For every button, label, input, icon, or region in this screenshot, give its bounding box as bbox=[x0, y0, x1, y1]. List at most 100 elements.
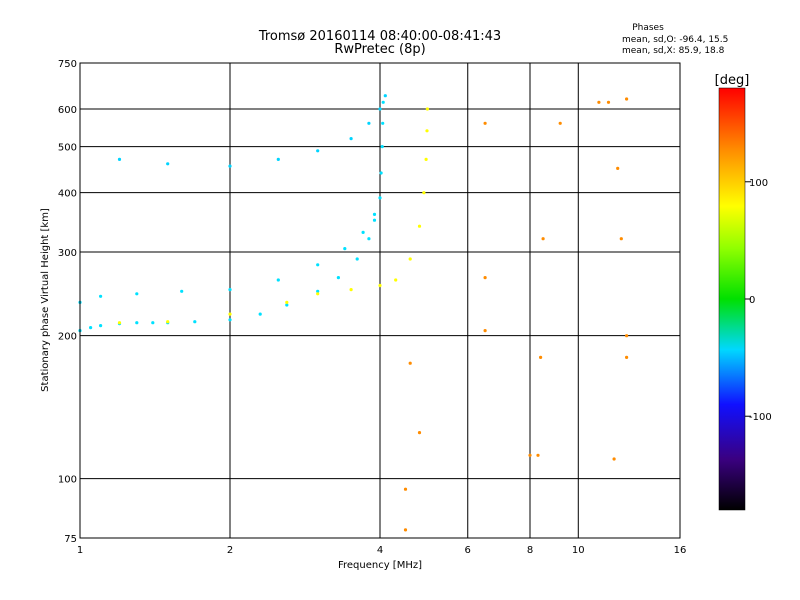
echo-point bbox=[424, 157, 428, 161]
y-tick-label: 300 bbox=[58, 248, 77, 259]
x-axis-label: Frequency [MHz] bbox=[338, 560, 422, 571]
echo-point bbox=[403, 528, 408, 532]
echo-point bbox=[117, 157, 122, 161]
echo-point bbox=[135, 321, 139, 325]
colorbar-ticks: 100 0 -100 bbox=[745, 178, 772, 423]
y-tick-label: 75 bbox=[64, 534, 77, 545]
x-ticks: 1 2 4 6 8 10 16 bbox=[77, 545, 687, 556]
echo-point bbox=[349, 288, 353, 292]
echo-point bbox=[99, 324, 103, 328]
x-tick-label: 4 bbox=[377, 545, 383, 556]
echo-point bbox=[343, 247, 347, 251]
echo-point bbox=[625, 334, 629, 338]
stats-x-line: mean, sd,X: 85.9, 18.8 bbox=[622, 46, 725, 56]
echo-point bbox=[408, 361, 412, 365]
colorbar bbox=[718, 87, 746, 511]
x-tick-label: 10 bbox=[572, 545, 585, 556]
echo-point bbox=[597, 100, 601, 104]
echo-point bbox=[316, 292, 320, 296]
echo-point bbox=[403, 487, 408, 491]
echo-point bbox=[425, 129, 429, 133]
echo-point bbox=[228, 288, 232, 292]
echo-point bbox=[381, 121, 385, 125]
echo-point bbox=[616, 166, 620, 170]
echo-point bbox=[276, 157, 280, 161]
colorbar-tick-label: 100 bbox=[749, 178, 768, 189]
x-tick-label: 1 bbox=[77, 545, 83, 556]
echo-point bbox=[316, 149, 320, 153]
echo-point bbox=[417, 224, 422, 228]
echo-point bbox=[228, 164, 232, 168]
echo-point bbox=[367, 121, 371, 125]
echo-point bbox=[417, 431, 422, 435]
echo-point bbox=[625, 355, 629, 359]
y-tick-label: 600 bbox=[58, 105, 77, 116]
echo-point bbox=[135, 292, 139, 296]
stats-o-line: mean, sd,O: -96.4, 15.5 bbox=[622, 35, 728, 45]
grid-lines bbox=[80, 63, 680, 538]
echo-point bbox=[619, 237, 623, 241]
echo-point bbox=[166, 162, 170, 166]
echo-point bbox=[285, 300, 289, 304]
x-tick-label: 16 bbox=[674, 545, 687, 556]
y-ticks: 75 100 200 300 400 500 600 750 bbox=[58, 59, 77, 545]
echo-point bbox=[193, 320, 197, 324]
echo-point bbox=[336, 276, 340, 280]
x-tick-label: 2 bbox=[227, 545, 233, 556]
echo-point bbox=[408, 257, 412, 261]
y-tick-label: 500 bbox=[58, 143, 77, 154]
echo-point bbox=[89, 326, 93, 330]
echo-point bbox=[180, 289, 184, 293]
echo-point bbox=[372, 218, 377, 222]
x-tick-label: 6 bbox=[465, 545, 471, 556]
echo-point bbox=[379, 171, 383, 175]
echo-point bbox=[117, 321, 122, 325]
x-tick-label: 8 bbox=[527, 545, 533, 556]
echo-point bbox=[228, 312, 232, 316]
echo-point bbox=[258, 312, 262, 316]
echo-point bbox=[536, 453, 540, 457]
echo-point bbox=[483, 329, 487, 333]
echo-point bbox=[378, 107, 382, 111]
echo-point bbox=[276, 278, 280, 282]
echo-point bbox=[558, 121, 562, 125]
chart-title: Tromsø 20160114 08:40:00-08:41:43 bbox=[258, 29, 501, 44]
echo-point bbox=[528, 453, 532, 457]
echo-point bbox=[316, 289, 320, 293]
colorbar-tick-label: 0 bbox=[749, 295, 755, 306]
colorbar-tick-label: -100 bbox=[749, 412, 772, 423]
stats-heading: Phases bbox=[632, 23, 664, 33]
echo-point bbox=[606, 100, 611, 104]
y-tick-label: 200 bbox=[58, 332, 77, 343]
echo-point bbox=[380, 145, 384, 149]
echo-point bbox=[422, 191, 426, 195]
plot-frame bbox=[79, 62, 681, 539]
echo-point bbox=[612, 457, 616, 461]
echo-point bbox=[151, 321, 155, 325]
echo-point bbox=[372, 212, 377, 216]
echo-point bbox=[539, 355, 543, 359]
echo-point bbox=[625, 97, 629, 101]
echo-point bbox=[541, 237, 545, 241]
echo-point bbox=[99, 294, 103, 298]
echo-point bbox=[316, 263, 320, 267]
echo-point bbox=[285, 303, 289, 307]
echo-point bbox=[381, 100, 385, 104]
echo-point bbox=[483, 121, 487, 125]
echo-point bbox=[355, 257, 359, 261]
echo-point bbox=[367, 237, 371, 241]
y-axis-label: Stationary phase Virtual Height [km] bbox=[40, 208, 51, 392]
echo-point bbox=[483, 276, 487, 280]
chart-subtitle: RwPretec (8p) bbox=[334, 42, 425, 57]
echo-point bbox=[425, 107, 429, 111]
echo-point bbox=[394, 278, 398, 282]
y-tick-label: 750 bbox=[58, 59, 77, 70]
echo-point bbox=[378, 196, 382, 200]
echo-point bbox=[349, 137, 353, 141]
echo-point bbox=[378, 283, 382, 288]
echo-point bbox=[383, 94, 387, 98]
data-points bbox=[78, 94, 629, 532]
echo-point bbox=[166, 320, 170, 324]
echo-point bbox=[228, 318, 232, 322]
